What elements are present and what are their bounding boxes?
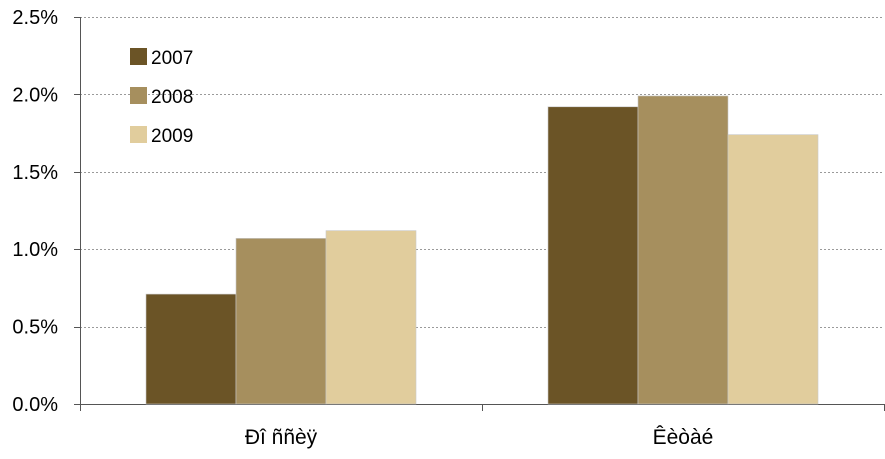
legend: 2007 2008 2009 [130,48,193,147]
bars [145,95,819,405]
y-tick-label: 0.0% [12,394,58,416]
category-labels: Ðî ññèÿ Êèòàé [245,426,714,449]
category-label: Êèòàé [653,426,714,449]
y-tick-labels: 0.0% 0.5% 1.0% 1.5% 2.0% 2.5% [12,7,58,416]
y-tick-label: 2.5% [12,7,58,29]
bar-2008 [235,238,327,405]
legend-label: 2009 [151,126,193,147]
legend-label: 2008 [151,87,193,108]
y-tick-label: 0.5% [12,317,58,339]
legend-swatch [130,48,147,65]
category-label: Ðî ññèÿ [245,426,318,449]
legend-label: 2007 [151,48,193,69]
bar-2009 [325,230,417,405]
bar-2007 [547,106,639,405]
legend-swatch [130,87,147,104]
bar-2008 [637,95,729,405]
legend-swatch [130,126,147,143]
bar-2009 [727,134,819,405]
y-tick-label: 1.5% [12,162,58,184]
bar-2007 [145,293,237,405]
y-tick-label: 2.0% [12,84,58,106]
axes [74,17,885,411]
y-tick-label: 1.0% [12,239,58,261]
